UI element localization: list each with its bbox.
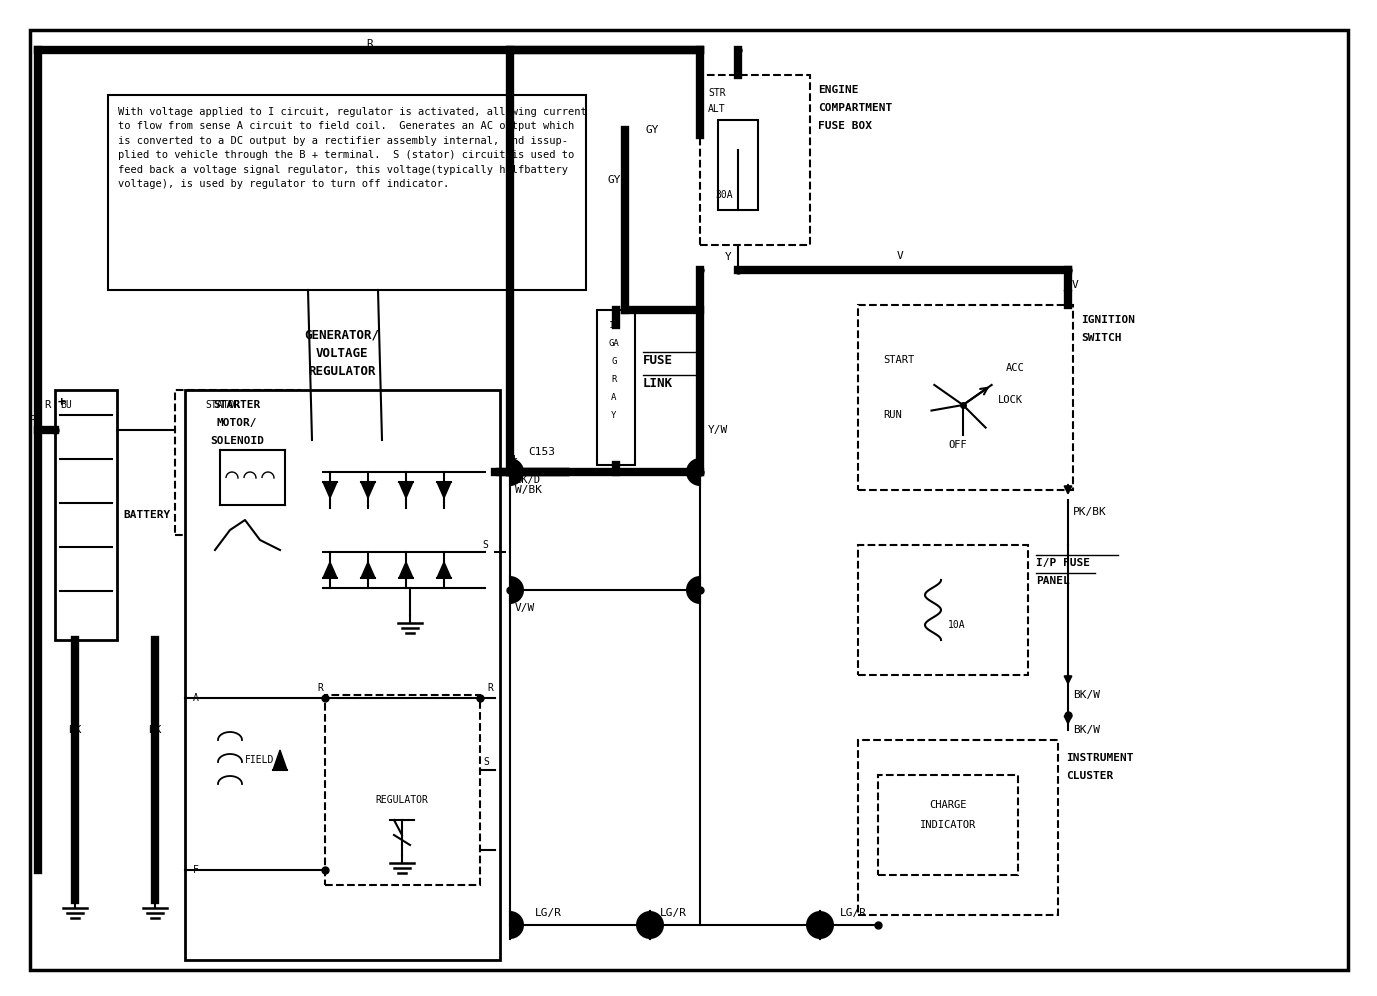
Bar xyxy=(717,120,757,210)
Text: MOTOR/: MOTOR/ xyxy=(216,418,257,428)
Text: STR: STR xyxy=(708,88,726,98)
Bar xyxy=(55,390,117,640)
Text: BK: BK xyxy=(69,725,81,735)
Text: B+: B+ xyxy=(505,453,518,463)
Text: BK/W: BK/W xyxy=(1073,690,1100,700)
Text: G: G xyxy=(611,357,617,366)
Text: SWITCH: SWITCH xyxy=(1081,333,1121,343)
Text: VOLTAGE: VOLTAGE xyxy=(315,347,368,360)
Text: IGNITION: IGNITION xyxy=(1081,315,1135,325)
Text: INSTRUMENT: INSTRUMENT xyxy=(1066,753,1133,763)
Polygon shape xyxy=(437,562,452,578)
Polygon shape xyxy=(437,482,452,498)
Text: FUSE: FUSE xyxy=(643,354,673,367)
Text: W/BK: W/BK xyxy=(515,485,543,495)
Text: With voltage applied to I circuit, regulator is activated, allowing current
to f: With voltage applied to I circuit, regul… xyxy=(118,107,587,189)
Bar xyxy=(185,390,500,960)
Text: BK/W: BK/W xyxy=(1073,725,1100,735)
Text: R: R xyxy=(317,683,324,693)
Text: V: V xyxy=(1073,280,1078,290)
Text: STARTER: STARTER xyxy=(213,400,260,410)
Polygon shape xyxy=(273,750,286,770)
Text: A: A xyxy=(611,392,617,401)
Text: LOCK: LOCK xyxy=(998,395,1023,405)
Text: GENERATOR/: GENERATOR/ xyxy=(304,329,380,342)
Polygon shape xyxy=(399,562,413,578)
Text: I/P FUSE: I/P FUSE xyxy=(1036,558,1091,568)
Polygon shape xyxy=(686,458,700,486)
Text: SOLENOID: SOLENOID xyxy=(211,436,264,446)
Text: BK: BK xyxy=(149,725,161,735)
Bar xyxy=(598,310,635,465)
Text: +: + xyxy=(58,395,66,408)
Text: CHARGE: CHARGE xyxy=(929,800,967,810)
Text: F: F xyxy=(193,865,198,875)
Text: R: R xyxy=(366,39,373,49)
Polygon shape xyxy=(509,911,525,939)
Text: BK/D: BK/D xyxy=(515,475,540,485)
Text: PK/BK: PK/BK xyxy=(1073,507,1107,517)
Text: OFF: OFF xyxy=(947,440,967,450)
Text: ALT: ALT xyxy=(708,104,726,114)
Text: 30A: 30A xyxy=(715,190,733,200)
Text: FUSE BOX: FUSE BOX xyxy=(818,121,872,131)
Text: STATOR: STATOR xyxy=(205,400,240,410)
Text: R: R xyxy=(30,415,36,425)
Text: LG/R: LG/R xyxy=(840,908,868,918)
Bar xyxy=(700,75,810,245)
Polygon shape xyxy=(361,562,375,578)
Bar xyxy=(858,305,1073,490)
Polygon shape xyxy=(324,482,337,498)
Polygon shape xyxy=(650,911,664,939)
Text: Y/W: Y/W xyxy=(708,425,728,435)
Polygon shape xyxy=(509,458,525,486)
Bar xyxy=(858,740,1058,915)
Text: Y: Y xyxy=(726,252,731,262)
Text: LG/R: LG/R xyxy=(660,908,687,918)
Text: REGULATOR: REGULATOR xyxy=(308,365,376,377)
Polygon shape xyxy=(636,911,650,939)
Text: A: A xyxy=(193,693,198,703)
Bar xyxy=(175,390,300,535)
Bar xyxy=(858,545,1029,675)
Text: FIELD: FIELD xyxy=(245,755,274,765)
Bar xyxy=(879,775,1018,875)
Text: START: START xyxy=(883,355,914,365)
Polygon shape xyxy=(399,482,413,498)
Text: Y: Y xyxy=(611,410,617,419)
Text: COMPARTMENT: COMPARTMENT xyxy=(818,103,892,113)
Text: ACC: ACC xyxy=(1007,363,1024,373)
Text: 10A: 10A xyxy=(947,620,965,630)
Text: V: V xyxy=(896,251,903,261)
Text: REGULATOR: REGULATOR xyxy=(376,795,428,805)
Text: LG/R: LG/R xyxy=(536,908,562,918)
Text: V/W: V/W xyxy=(515,603,536,613)
Text: R: R xyxy=(611,374,617,383)
Text: C153: C153 xyxy=(527,447,555,457)
Polygon shape xyxy=(324,562,337,578)
Text: INDICATOR: INDICATOR xyxy=(920,820,976,830)
Text: BU: BU xyxy=(61,400,72,410)
Text: 12: 12 xyxy=(609,321,620,330)
Text: S: S xyxy=(482,540,487,550)
Text: RUN: RUN xyxy=(883,410,902,420)
Text: ENGINE: ENGINE xyxy=(818,85,858,95)
Text: PANEL: PANEL xyxy=(1036,576,1070,586)
Polygon shape xyxy=(806,911,819,939)
Polygon shape xyxy=(361,482,375,498)
Polygon shape xyxy=(819,911,834,939)
Text: GY: GY xyxy=(609,175,621,185)
Text: S: S xyxy=(483,757,489,767)
Text: R: R xyxy=(44,400,50,410)
Text: R: R xyxy=(487,683,493,693)
Text: LINK: LINK xyxy=(643,376,673,389)
Bar xyxy=(107,95,587,290)
Text: GA: GA xyxy=(609,339,620,348)
Polygon shape xyxy=(509,576,525,604)
Text: BATTERY: BATTERY xyxy=(123,510,171,520)
Bar xyxy=(325,695,481,885)
Text: GY: GY xyxy=(644,125,658,135)
Polygon shape xyxy=(686,576,700,604)
Text: CLUSTER: CLUSTER xyxy=(1066,771,1113,781)
